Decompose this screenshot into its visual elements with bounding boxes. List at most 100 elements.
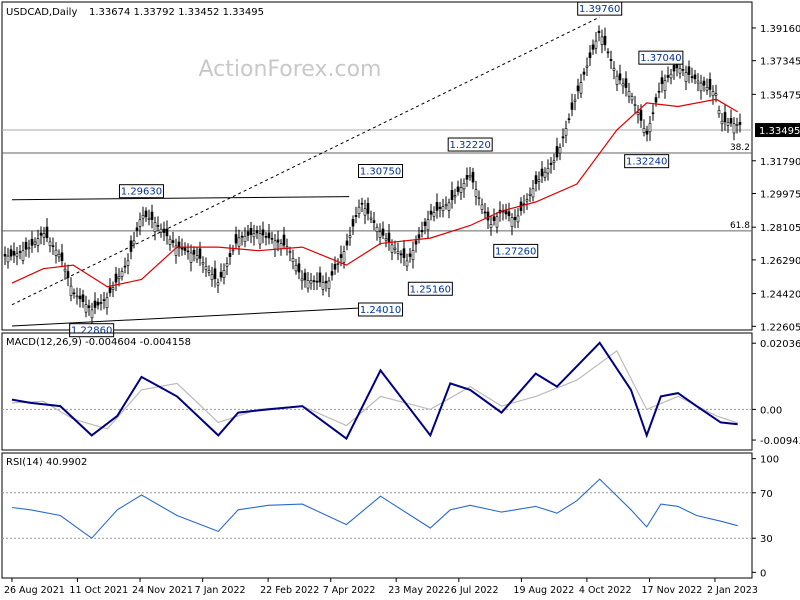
candle-body <box>552 160 556 163</box>
candle-body <box>732 123 736 134</box>
candle-body <box>588 52 592 58</box>
candle-body <box>351 219 355 227</box>
candle-body <box>714 93 718 96</box>
candle-body <box>573 99 577 102</box>
candle-body <box>660 77 664 85</box>
candle-body <box>504 210 508 215</box>
candle-body <box>186 250 190 253</box>
candle-body <box>51 245 55 248</box>
candle-body <box>240 235 244 238</box>
candle-body <box>594 40 598 49</box>
price-tick-label: 1.35475 <box>760 90 800 101</box>
candle-body <box>480 204 484 210</box>
candle-body <box>642 128 646 133</box>
macd-tick-label: 0.00 <box>760 405 782 416</box>
swing-point-value: 1.24010 <box>360 305 401 316</box>
candle-body <box>459 187 463 193</box>
candle-body <box>468 174 472 178</box>
candle-body <box>21 250 25 261</box>
candle-body <box>696 80 700 84</box>
candle-body <box>456 186 460 192</box>
candle-body <box>426 219 430 231</box>
candle-body <box>75 295 79 298</box>
candle-body <box>738 122 742 125</box>
price-panel-frame <box>1 1 753 331</box>
candle-body <box>300 278 304 282</box>
candle-body <box>735 124 739 126</box>
price-tick-label: 1.28105 <box>760 223 800 234</box>
candle-body <box>297 263 301 273</box>
candle-body <box>15 253 19 257</box>
candle-body <box>372 220 376 223</box>
candle-body <box>576 85 580 92</box>
candle-body <box>414 240 418 245</box>
candle-body <box>153 222 157 233</box>
candle-body <box>333 263 337 270</box>
candle-body <box>69 285 73 297</box>
candle-body <box>294 264 298 272</box>
candle-body <box>12 251 16 256</box>
price-annotations: 1.39760 1.37040 1.32220 1.32240 1.30750 1.296… <box>69 1 684 338</box>
candle-body <box>273 240 277 250</box>
candle-body <box>177 241 181 249</box>
symbol-label: USDCAD,Daily <box>6 7 77 18</box>
upper-channel-line <box>11 196 350 201</box>
candle-body <box>627 91 631 97</box>
watermark: ActionForex.com <box>199 57 382 82</box>
candle-body <box>369 217 373 220</box>
candle-body <box>483 211 487 214</box>
candle-body <box>213 268 217 279</box>
candle-body <box>681 69 685 71</box>
candle-body <box>81 294 85 303</box>
candle-body <box>360 202 364 205</box>
candle-body <box>546 168 550 174</box>
candle-body <box>561 136 565 139</box>
candle-body <box>279 243 283 249</box>
candle-body <box>198 248 202 259</box>
ohlc-label: 1.33674 1.33792 1.33452 1.33495 <box>89 7 264 18</box>
candle-body <box>474 189 478 197</box>
candle-body <box>48 241 52 247</box>
swing-point-value: 1.39760 <box>579 4 620 15</box>
fib-level-label: 38.2 <box>730 143 750 153</box>
candle-body <box>288 251 292 253</box>
candle-body <box>549 162 553 165</box>
candle-body <box>168 238 172 245</box>
candle-body <box>705 87 709 91</box>
swing-point-box <box>493 243 539 258</box>
candle-body <box>219 271 223 278</box>
candle-body <box>354 215 358 217</box>
candle-body <box>717 110 721 115</box>
candle-body <box>624 78 628 88</box>
candle-body <box>708 78 712 90</box>
candle-body <box>486 211 490 221</box>
candle-body <box>462 183 466 190</box>
candle-body <box>531 188 535 198</box>
candle-body <box>729 118 733 124</box>
candle-body <box>408 253 412 257</box>
candle-body <box>567 118 571 120</box>
candle-body <box>525 199 529 202</box>
swing-point-label: 1.32240 <box>624 154 670 169</box>
candle-body <box>423 221 427 226</box>
time-tick-label: 6 Jul 2022 <box>451 585 499 596</box>
candle-body <box>192 249 196 255</box>
price-panel: ActionForex.com 1.397601.370401.322201.3… <box>1 1 800 338</box>
swing-point-box <box>358 302 404 317</box>
swing-point-value: 1.22860 <box>71 326 112 337</box>
candle-body <box>345 240 349 246</box>
price-tick-label: 1.29975 <box>760 189 800 200</box>
candle-body <box>375 226 379 232</box>
candle-body <box>267 232 271 239</box>
candle-body <box>156 225 160 227</box>
candle-body <box>534 175 538 184</box>
candle-body <box>39 232 43 236</box>
candle-body <box>390 244 394 253</box>
macd-panel-frame <box>1 332 753 451</box>
swing-point-box <box>118 184 164 199</box>
candle-body <box>96 301 100 306</box>
candle-body <box>252 233 256 238</box>
swing-point-value: 1.37040 <box>640 53 681 64</box>
candle-body <box>201 262 205 265</box>
